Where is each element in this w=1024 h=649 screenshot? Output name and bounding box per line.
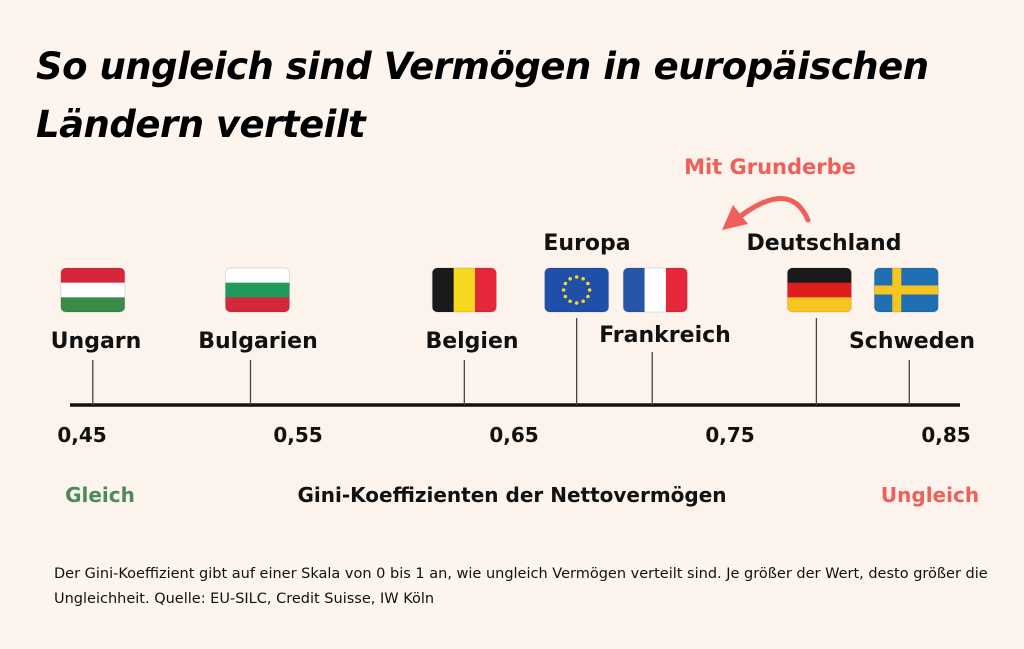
flag-border: [431, 267, 497, 313]
germany-flag-icon: [786, 267, 852, 313]
tick-label: 0,85: [921, 423, 970, 447]
flag-star: [563, 281, 568, 286]
flag-body: [623, 268, 688, 312]
point-label: Belgien: [425, 329, 518, 354]
flag-stripe: [225, 268, 290, 284]
flag-body: [787, 268, 852, 312]
data-point-belgien: Belgien: [425, 329, 519, 405]
flag-body: [544, 268, 609, 312]
flag-star: [581, 299, 585, 304]
flag-stripe: [225, 297, 290, 312]
flag-stripe: [60, 297, 125, 312]
arrow-head-icon: [722, 205, 748, 230]
flag-star: [568, 276, 572, 281]
flag-body: [874, 268, 939, 312]
flag-star: [574, 301, 579, 305]
tick-label: 0,75: [705, 423, 754, 447]
point-label: Frankreich: [599, 323, 731, 348]
flag-stripe: [644, 268, 667, 312]
flag-cross: [874, 285, 939, 295]
point-label: Ungarn: [51, 329, 142, 354]
data-point-europa: Europa: [543, 231, 631, 405]
data-point-deutschland: Deutschland: [747, 231, 902, 405]
flag-star: [563, 294, 568, 299]
curved-arrow-icon: [735, 196, 811, 223]
flag-stripe: [787, 282, 852, 298]
flag-stripe: [787, 297, 852, 312]
flag-star: [586, 294, 590, 299]
point-label: Bulgarien: [198, 329, 318, 354]
data-point-schweden: Schweden: [849, 329, 975, 405]
point-label: Europa: [543, 231, 630, 256]
france-flag-icon: [622, 267, 688, 313]
flag-star: [581, 276, 585, 281]
flag-star: [561, 288, 566, 292]
annotation-label: Mit Grunderbe: [684, 155, 856, 179]
page-title: So ungleich sind Vermögen in europäische…: [36, 45, 929, 146]
bulgaria-flag-icon: [224, 267, 290, 313]
belgium-flag-icon: [431, 267, 497, 313]
flag-stripe: [665, 268, 688, 312]
flag-star: [587, 288, 592, 292]
flag-stripe: [432, 268, 455, 312]
flag-border: [224, 267, 290, 313]
right-label-ungleich: Ungleich: [881, 483, 979, 507]
tick-label: 0,65: [489, 423, 538, 447]
flag-stripe: [474, 268, 497, 312]
flag-star: [574, 275, 579, 279]
flag-border: [622, 267, 688, 313]
flag-border: [786, 267, 852, 313]
flag-stripe: [60, 282, 125, 298]
flag-star: [586, 281, 590, 286]
data-point-bulgarien: Bulgarien: [198, 329, 318, 405]
hungary-flag-icon: [60, 267, 126, 313]
flag-field: [544, 268, 609, 312]
footnote: Der Gini-Koeffizient gibt auf einer Skal…: [54, 566, 988, 607]
flag-stripe: [787, 268, 852, 284]
chart-panel: [22, 150, 1002, 515]
data-point-ungarn: Ungarn: [51, 329, 142, 405]
data-point-frankreich: Frankreich: [599, 323, 731, 405]
left-label-gleich: Gleich: [65, 483, 135, 507]
flag-body: [432, 268, 497, 312]
flag-stripe: [623, 268, 646, 312]
flag-body: [225, 268, 290, 312]
x-axis-title: Gini-Koeffizienten der Nettovermögen: [297, 483, 726, 507]
flag-border: [873, 267, 939, 313]
flag-body: [60, 268, 125, 312]
flag-border: [60, 267, 126, 313]
tick-label: 0,45: [57, 423, 106, 447]
flag-border: [544, 267, 610, 313]
sweden-flag-icon: [873, 267, 939, 313]
point-label: Deutschland: [747, 231, 902, 256]
flag-stripe: [60, 268, 125, 284]
eu-flag-icon: [544, 267, 610, 313]
flag-stripe: [225, 282, 290, 298]
flag-stripe: [453, 268, 476, 312]
flag-star: [568, 299, 572, 304]
point-label: Schweden: [849, 329, 975, 354]
tick-label: 0,55: [273, 423, 322, 447]
